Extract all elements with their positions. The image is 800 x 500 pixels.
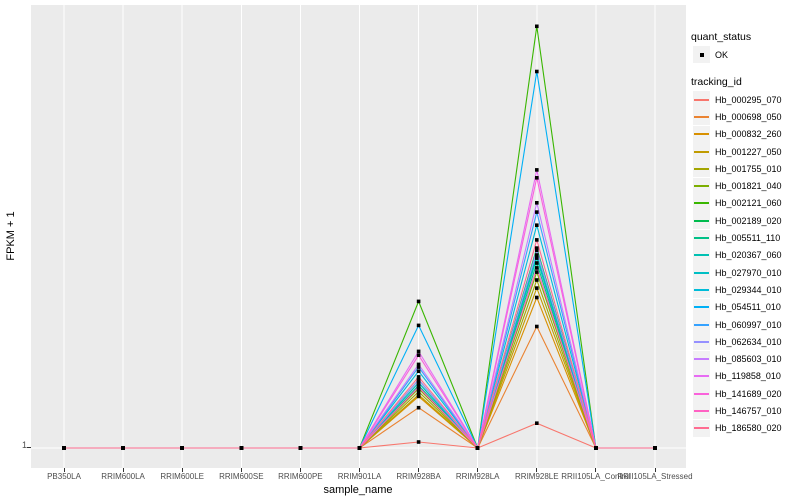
legend-item-tracking: Hb_141689_020	[693, 385, 782, 403]
legend-item-label: Hb_027970_010	[715, 267, 782, 278]
legend-key-line-icon	[693, 177, 710, 195]
x-tick-mark	[536, 468, 538, 472]
legend-item-label: Hb_000295_070	[715, 94, 782, 105]
legend-key-line-icon	[693, 281, 710, 299]
legend-key-line-icon	[693, 333, 710, 351]
legend-item-tracking: Hb_002121_060	[693, 194, 782, 212]
legend-item-label: Hb_001227_050	[715, 146, 782, 157]
legend-key-line-icon	[693, 246, 710, 264]
x-tick-mark	[477, 468, 479, 472]
x-tick-label: RRIM928LE	[515, 472, 559, 481]
legend-item-label: Hb_062634_010	[715, 336, 782, 347]
x-tick-mark	[240, 468, 242, 472]
y-axis-title: FPKM + 1	[5, 211, 17, 261]
legend-item-label: Hb_000832_260	[715, 129, 782, 140]
data-points	[62, 24, 657, 450]
x-tick-mark	[359, 468, 360, 472]
x-tick-label: RRIM600LE	[160, 472, 204, 481]
y-tick-label: 1	[21, 440, 27, 450]
x-tick-label: RRIM928BA	[396, 472, 441, 481]
legend-item-tracking: Hb_060997_010	[693, 316, 782, 333]
legend-item-label: Hb_146757_010	[715, 405, 782, 416]
x-tick-mark	[418, 468, 420, 472]
legend-item-label: Hb_085603_010	[715, 354, 782, 365]
legend-key-line-icon	[693, 160, 710, 178]
legend-item-tracking: Hb_085603_010	[693, 350, 782, 368]
legend-item-label: Hb_001821_040	[715, 181, 782, 192]
x-tick-label: RRIM600LA	[101, 472, 145, 481]
legend-key-line-icon	[693, 229, 710, 247]
x-tick-label: RRIM901LA	[337, 472, 382, 481]
x-tick-label: RRIM600PE	[278, 472, 323, 481]
legend-item-tracking: Hb_027970_010	[693, 264, 782, 282]
legend-key-line-icon	[693, 350, 710, 368]
x-tick-label: RRIM928LA	[455, 472, 500, 481]
x-tick-mark	[181, 468, 183, 472]
plot-panel	[31, 5, 686, 468]
legend-item-tracking: Hb_054511_010	[693, 298, 782, 316]
legend-item-tracking: Hb_020367_060	[693, 246, 782, 264]
legend-item-label: Hb_119858_010	[715, 371, 781, 382]
legend-item-label: Hb_002121_060	[715, 198, 782, 209]
chart-canvas	[31, 5, 686, 468]
legend-item-tracking: Hb_001755_010	[693, 160, 782, 178]
legend-key-point-icon	[693, 46, 710, 63]
legend-key-line-icon	[693, 402, 710, 420]
legend-key-line-icon	[693, 298, 710, 316]
legend-item-tracking: Hb_062634_010	[693, 333, 782, 351]
legend-item-tracking: Hb_001821_040	[693, 177, 782, 195]
legend-item-label: Hb_029344_010	[715, 284, 782, 295]
legend-key-line-icon	[693, 316, 710, 333]
legend-item-label: Hb_002189_020	[715, 215, 782, 226]
legend-key-line-icon	[693, 108, 710, 126]
x-tick-mark	[299, 468, 301, 472]
legend-item-label: Hb_000698_050	[715, 111, 782, 122]
legend-item-label: Hb_020367_060	[715, 250, 782, 261]
legend-item-label: Hb_186580_020	[715, 423, 782, 434]
legend-key-line-icon	[693, 367, 710, 385]
legend-tracking-id-items: Hb_000295_070 Hb_000698_050 Hb_000832_260 H…	[693, 91, 782, 437]
legend-item-label: Hb_054511_010	[715, 302, 781, 313]
legend-item-label: OK	[715, 49, 729, 60]
legend-key-line-icon	[693, 143, 710, 161]
legend-title-quant-status: quant_status	[691, 31, 752, 43]
legend-key-line-icon	[693, 194, 710, 212]
legend-item-label: Hb_141689_020	[715, 388, 782, 399]
legend-item-tracking: Hb_119858_010	[693, 367, 782, 385]
legend-key-line-icon	[693, 419, 710, 437]
legend-key-line-icon	[693, 212, 710, 230]
legend-item-tracking: Hb_029344_010	[693, 281, 782, 299]
legend-key-line-icon	[693, 385, 710, 403]
legend-key-line-icon	[693, 91, 710, 109]
x-tick-label: PB350LA	[47, 472, 81, 481]
legend-item-label: Hb_005511_110	[715, 233, 781, 244]
legend-item-label: Hb_060997_010	[715, 319, 782, 330]
legend-item-tracking: Hb_000295_070	[693, 91, 782, 109]
legend-title-tracking-id: tracking_id	[691, 76, 742, 88]
legend-item-label: Hb_001755_010	[715, 163, 782, 174]
legend-item-tracking: Hb_005511_110	[693, 229, 782, 247]
x-tick-label: RRII105LA_Stressed	[617, 472, 693, 481]
legend-item-tracking: Hb_000832_260	[693, 125, 782, 143]
legend-key-line-icon	[693, 125, 710, 143]
x-tick-label: RRII105LA_Control	[561, 472, 631, 481]
legend-key-line-icon	[693, 264, 710, 282]
legend-item-tracking: Hb_146757_010	[693, 402, 782, 420]
x-tick-mark	[654, 468, 656, 472]
x-tick-mark	[122, 468, 124, 472]
legend-item-tracking: Hb_002189_020	[693, 212, 782, 230]
x-tick-label: RRIM600SE	[219, 472, 264, 481]
x-axis-title: sample_name	[323, 484, 393, 496]
legend-item-tracking: Hb_186580_020	[693, 419, 782, 437]
legend-item-tracking: Hb_000698_050	[693, 108, 782, 126]
legend-item-tracking: Hb_001227_050	[693, 143, 782, 161]
y-tick-mark	[27, 447, 31, 448]
x-tick-mark	[63, 468, 65, 472]
x-tick-mark	[595, 468, 597, 472]
legend-item-quant-ok: OK	[693, 46, 728, 63]
